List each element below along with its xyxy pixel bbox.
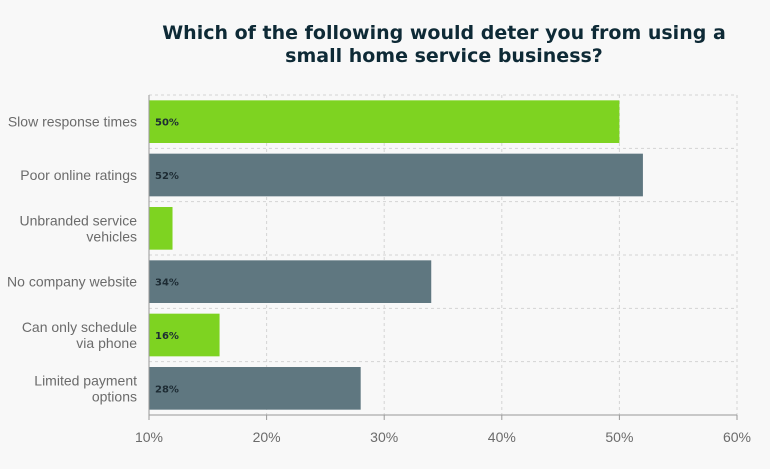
- x-tick-label: 50%: [605, 429, 633, 445]
- chart-title-line-2: small home service business?: [285, 45, 603, 67]
- category-label: No company website: [7, 274, 137, 290]
- bar: [149, 367, 361, 410]
- category-label: Slow response times: [8, 114, 137, 130]
- bar: [149, 153, 643, 197]
- x-tick-label: 60%: [723, 429, 751, 445]
- bar-data-label: 34%: [155, 278, 179, 289]
- bar: [149, 100, 620, 143]
- x-tick-label: 30%: [370, 429, 398, 445]
- chart-title: Which of the following would deter you f…: [150, 22, 738, 68]
- category-label: options: [92, 388, 137, 404]
- category-label: via phone: [76, 335, 137, 351]
- x-tick-label: 10%: [135, 429, 163, 445]
- x-tick-label: 20%: [253, 429, 281, 445]
- chart-title-line-1: Which of the following would deter you f…: [162, 22, 726, 44]
- bar-data-label: 52%: [155, 171, 179, 182]
- bar-data-label: 28%: [155, 384, 179, 395]
- category-label: Poor online ratings: [20, 167, 137, 183]
- bar: [149, 313, 220, 357]
- bar-data-label: 16%: [155, 331, 179, 342]
- bar-data-label: 50%: [155, 118, 179, 129]
- category-label: Can only schedule: [22, 319, 137, 335]
- category-label: Unbranded service: [19, 212, 137, 228]
- category-label: vehicles: [86, 228, 137, 244]
- bar: [149, 260, 432, 303]
- category-label: Limited payment: [34, 372, 137, 388]
- bar: [149, 207, 173, 250]
- x-tick-label: 40%: [488, 429, 516, 445]
